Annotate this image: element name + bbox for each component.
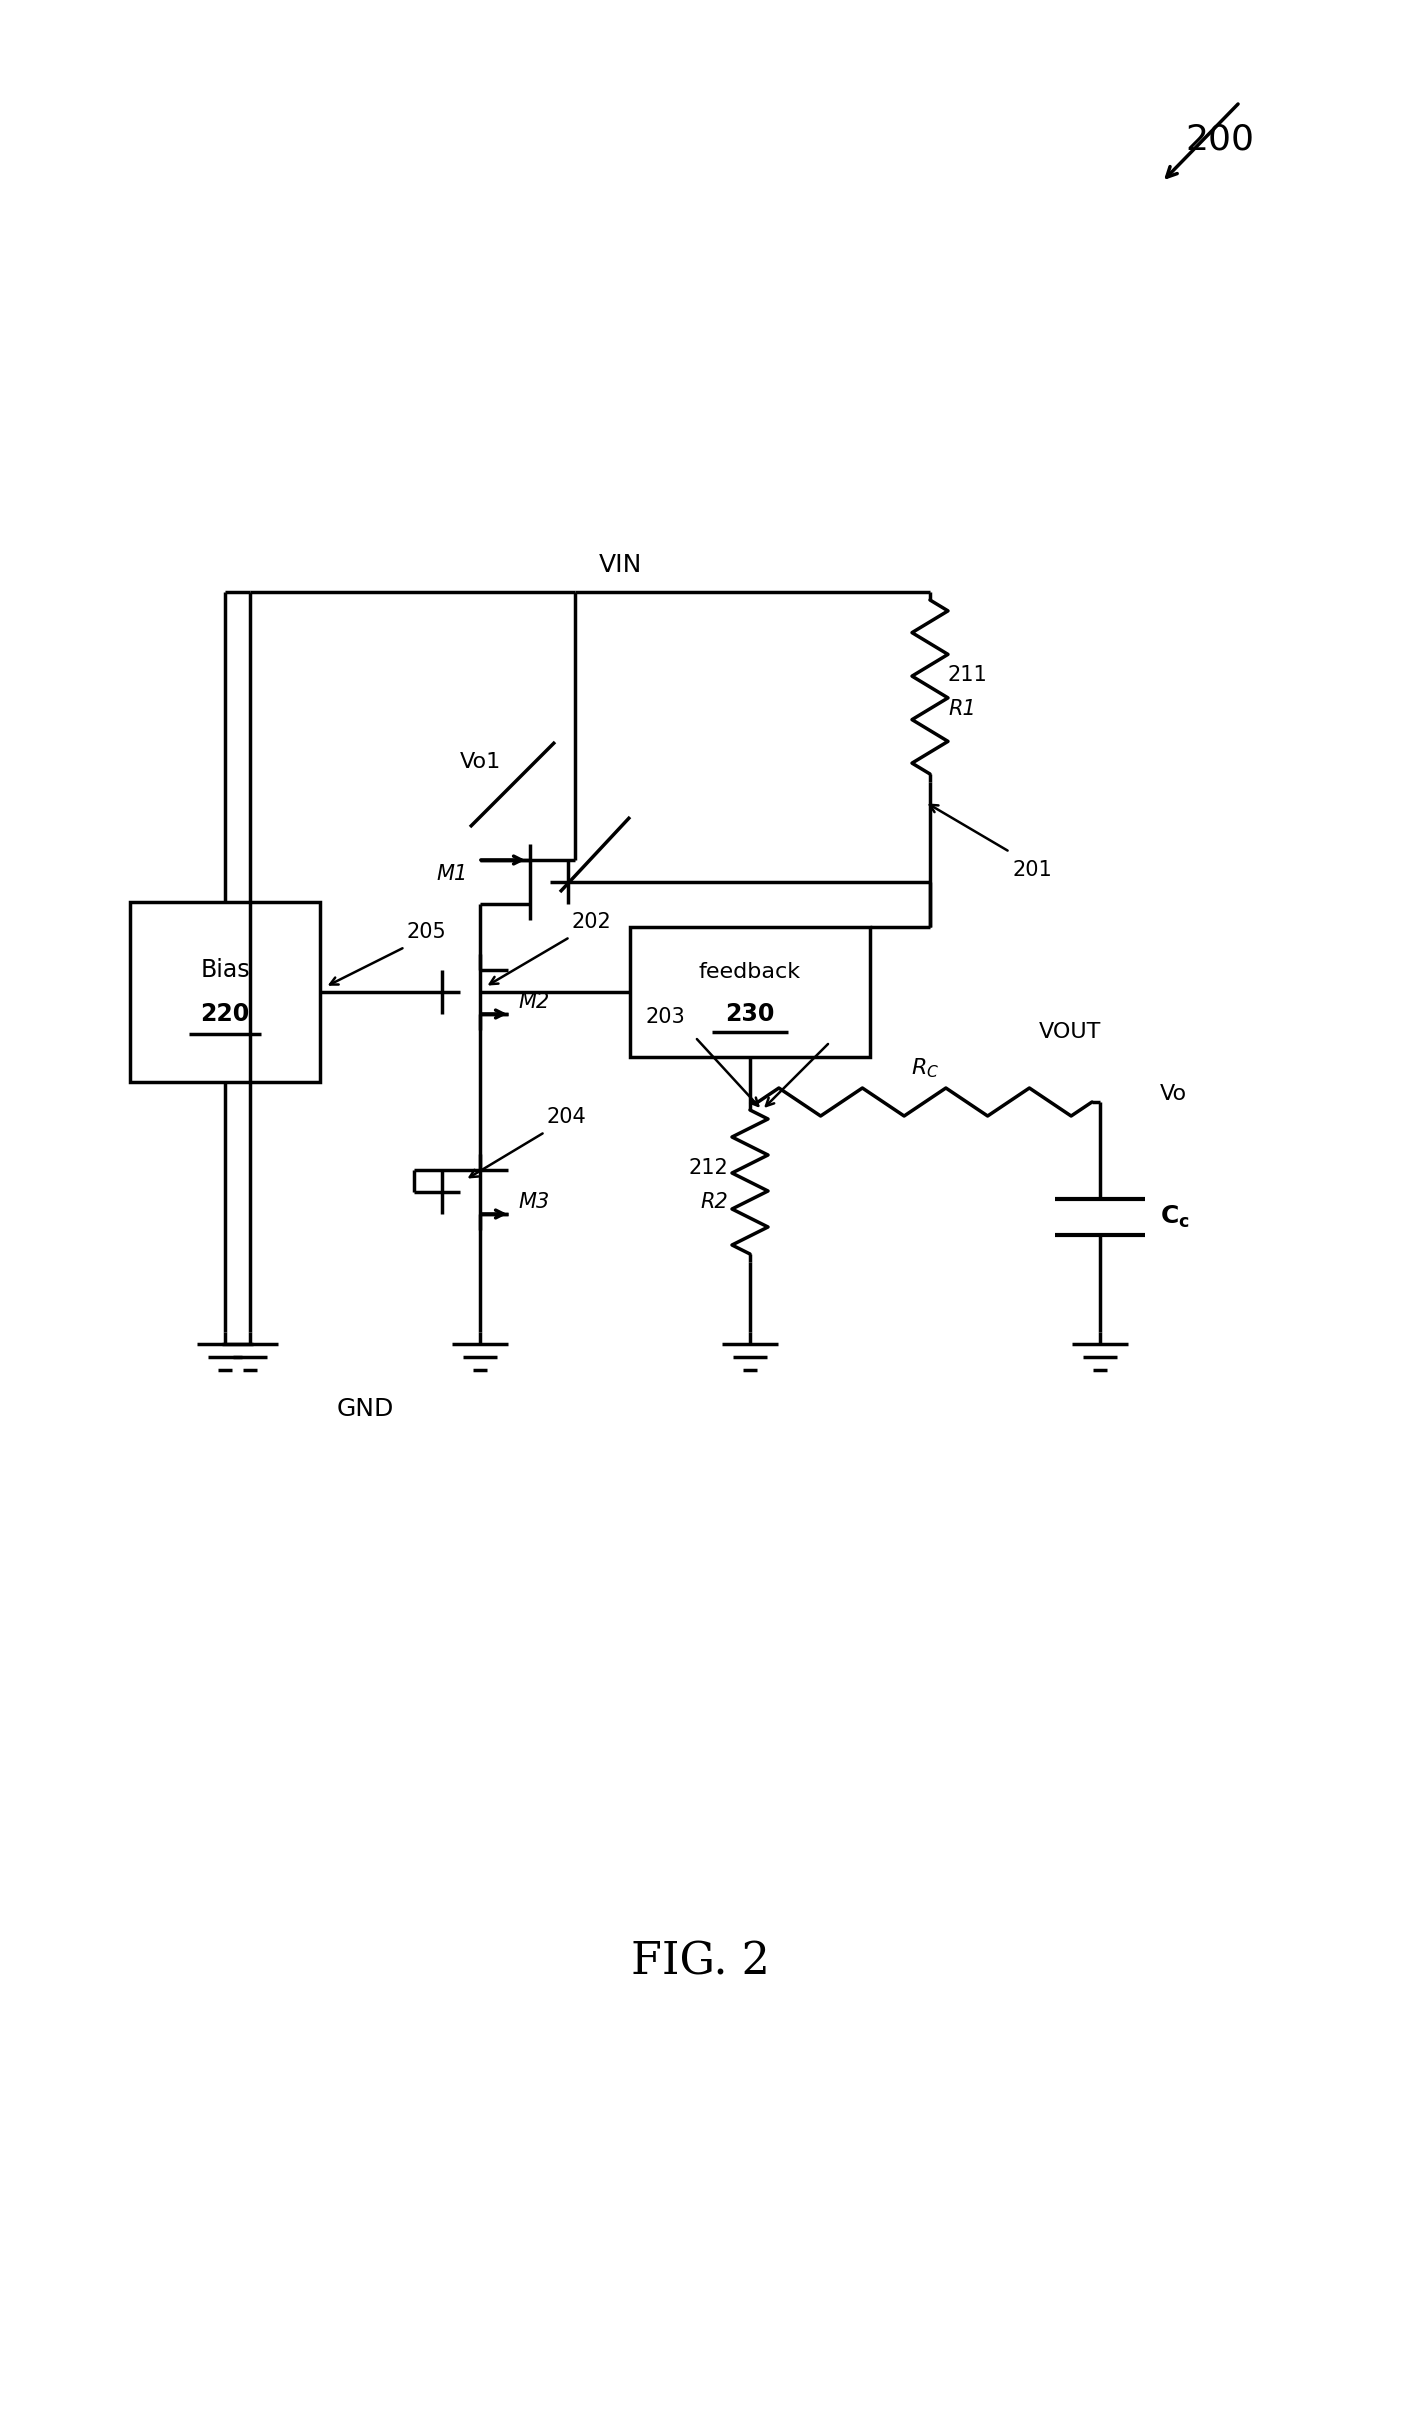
Bar xyxy=(131,902,320,1083)
Text: 230: 230 xyxy=(725,1001,774,1025)
Text: Vo: Vo xyxy=(1161,1083,1187,1105)
Text: VOUT: VOUT xyxy=(1038,1023,1102,1042)
Text: feedback: feedback xyxy=(698,962,801,982)
Text: 205: 205 xyxy=(407,921,447,943)
Text: Vo1: Vo1 xyxy=(459,753,500,772)
Text: M2: M2 xyxy=(518,991,549,1013)
Text: R2: R2 xyxy=(700,1192,728,1211)
Text: Bias: Bias xyxy=(200,958,250,982)
Text: R1: R1 xyxy=(948,699,975,719)
Text: FIG. 2: FIG. 2 xyxy=(631,1939,770,1983)
Text: VIN: VIN xyxy=(599,552,642,576)
Text: M1: M1 xyxy=(437,863,468,885)
Text: M3: M3 xyxy=(518,1192,549,1211)
Text: 203: 203 xyxy=(645,1006,686,1028)
Text: 204: 204 xyxy=(547,1107,587,1126)
Text: 201: 201 xyxy=(1012,861,1052,880)
Text: 220: 220 xyxy=(201,1001,250,1025)
Text: 211: 211 xyxy=(948,666,988,685)
Text: $R_C$: $R_C$ xyxy=(910,1056,939,1081)
Text: $\mathbf{C_c}$: $\mathbf{C_c}$ xyxy=(1161,1204,1190,1230)
Text: 212: 212 xyxy=(688,1158,728,1177)
Bar xyxy=(629,926,870,1056)
Text: 200: 200 xyxy=(1184,123,1255,157)
Text: GND: GND xyxy=(336,1397,393,1421)
Text: 202: 202 xyxy=(572,912,611,931)
